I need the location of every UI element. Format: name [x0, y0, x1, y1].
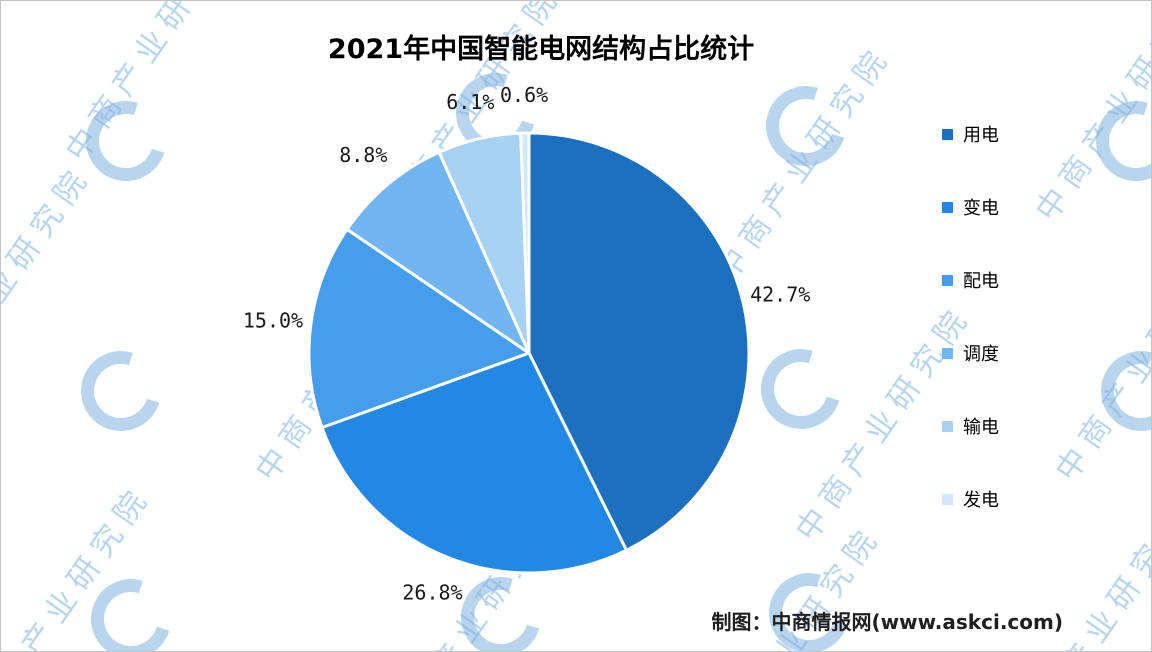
legend-swatch [942, 347, 953, 359]
legend-swatch [942, 420, 953, 432]
legend-label: 调度 [963, 344, 999, 365]
pie-slice-0 [527, 131, 751, 552]
legend-label: 发电 [963, 490, 999, 511]
legend-item-4: 输电 [942, 415, 999, 438]
pie-slice-5 [519, 131, 531, 355]
legend-label: 配电 [963, 271, 999, 292]
legend-item-3: 调度 [942, 342, 999, 365]
legend-swatch [942, 274, 953, 286]
pie-slice-label: 8.8% [339, 143, 387, 167]
pie-slice-1 [320, 351, 628, 575]
legend-item-2: 配电 [942, 269, 999, 292]
legend-swatch [942, 201, 953, 213]
pie-slice-3 [345, 150, 531, 355]
legend-swatch [942, 493, 953, 505]
pie-slice-label: 26.8% [402, 580, 462, 604]
legend: 用电变电配电调度输电发电 [942, 123, 999, 561]
chart-title: 2021年中国智能电网结构占比统计 [327, 34, 755, 65]
legend-item-5: 发电 [942, 488, 999, 511]
legend-label: 输电 [963, 417, 999, 438]
pie-slice-label: 6.1% [446, 90, 494, 114]
legend-item-0: 用电 [942, 123, 999, 146]
legend-label: 变电 [963, 198, 999, 219]
legend-label: 用电 [963, 125, 999, 146]
credit-text: 制图：中商情报网(www.askci.com) [711, 610, 1063, 634]
pie-slice-label: 15.0% [243, 309, 303, 333]
legend-item-1: 变电 [942, 196, 999, 219]
pie-slice-label: 42.7% [750, 282, 810, 306]
pie-slice-label: 0.6% [500, 83, 548, 107]
pie-slice-2 [307, 227, 531, 430]
legend-swatch [942, 128, 953, 140]
